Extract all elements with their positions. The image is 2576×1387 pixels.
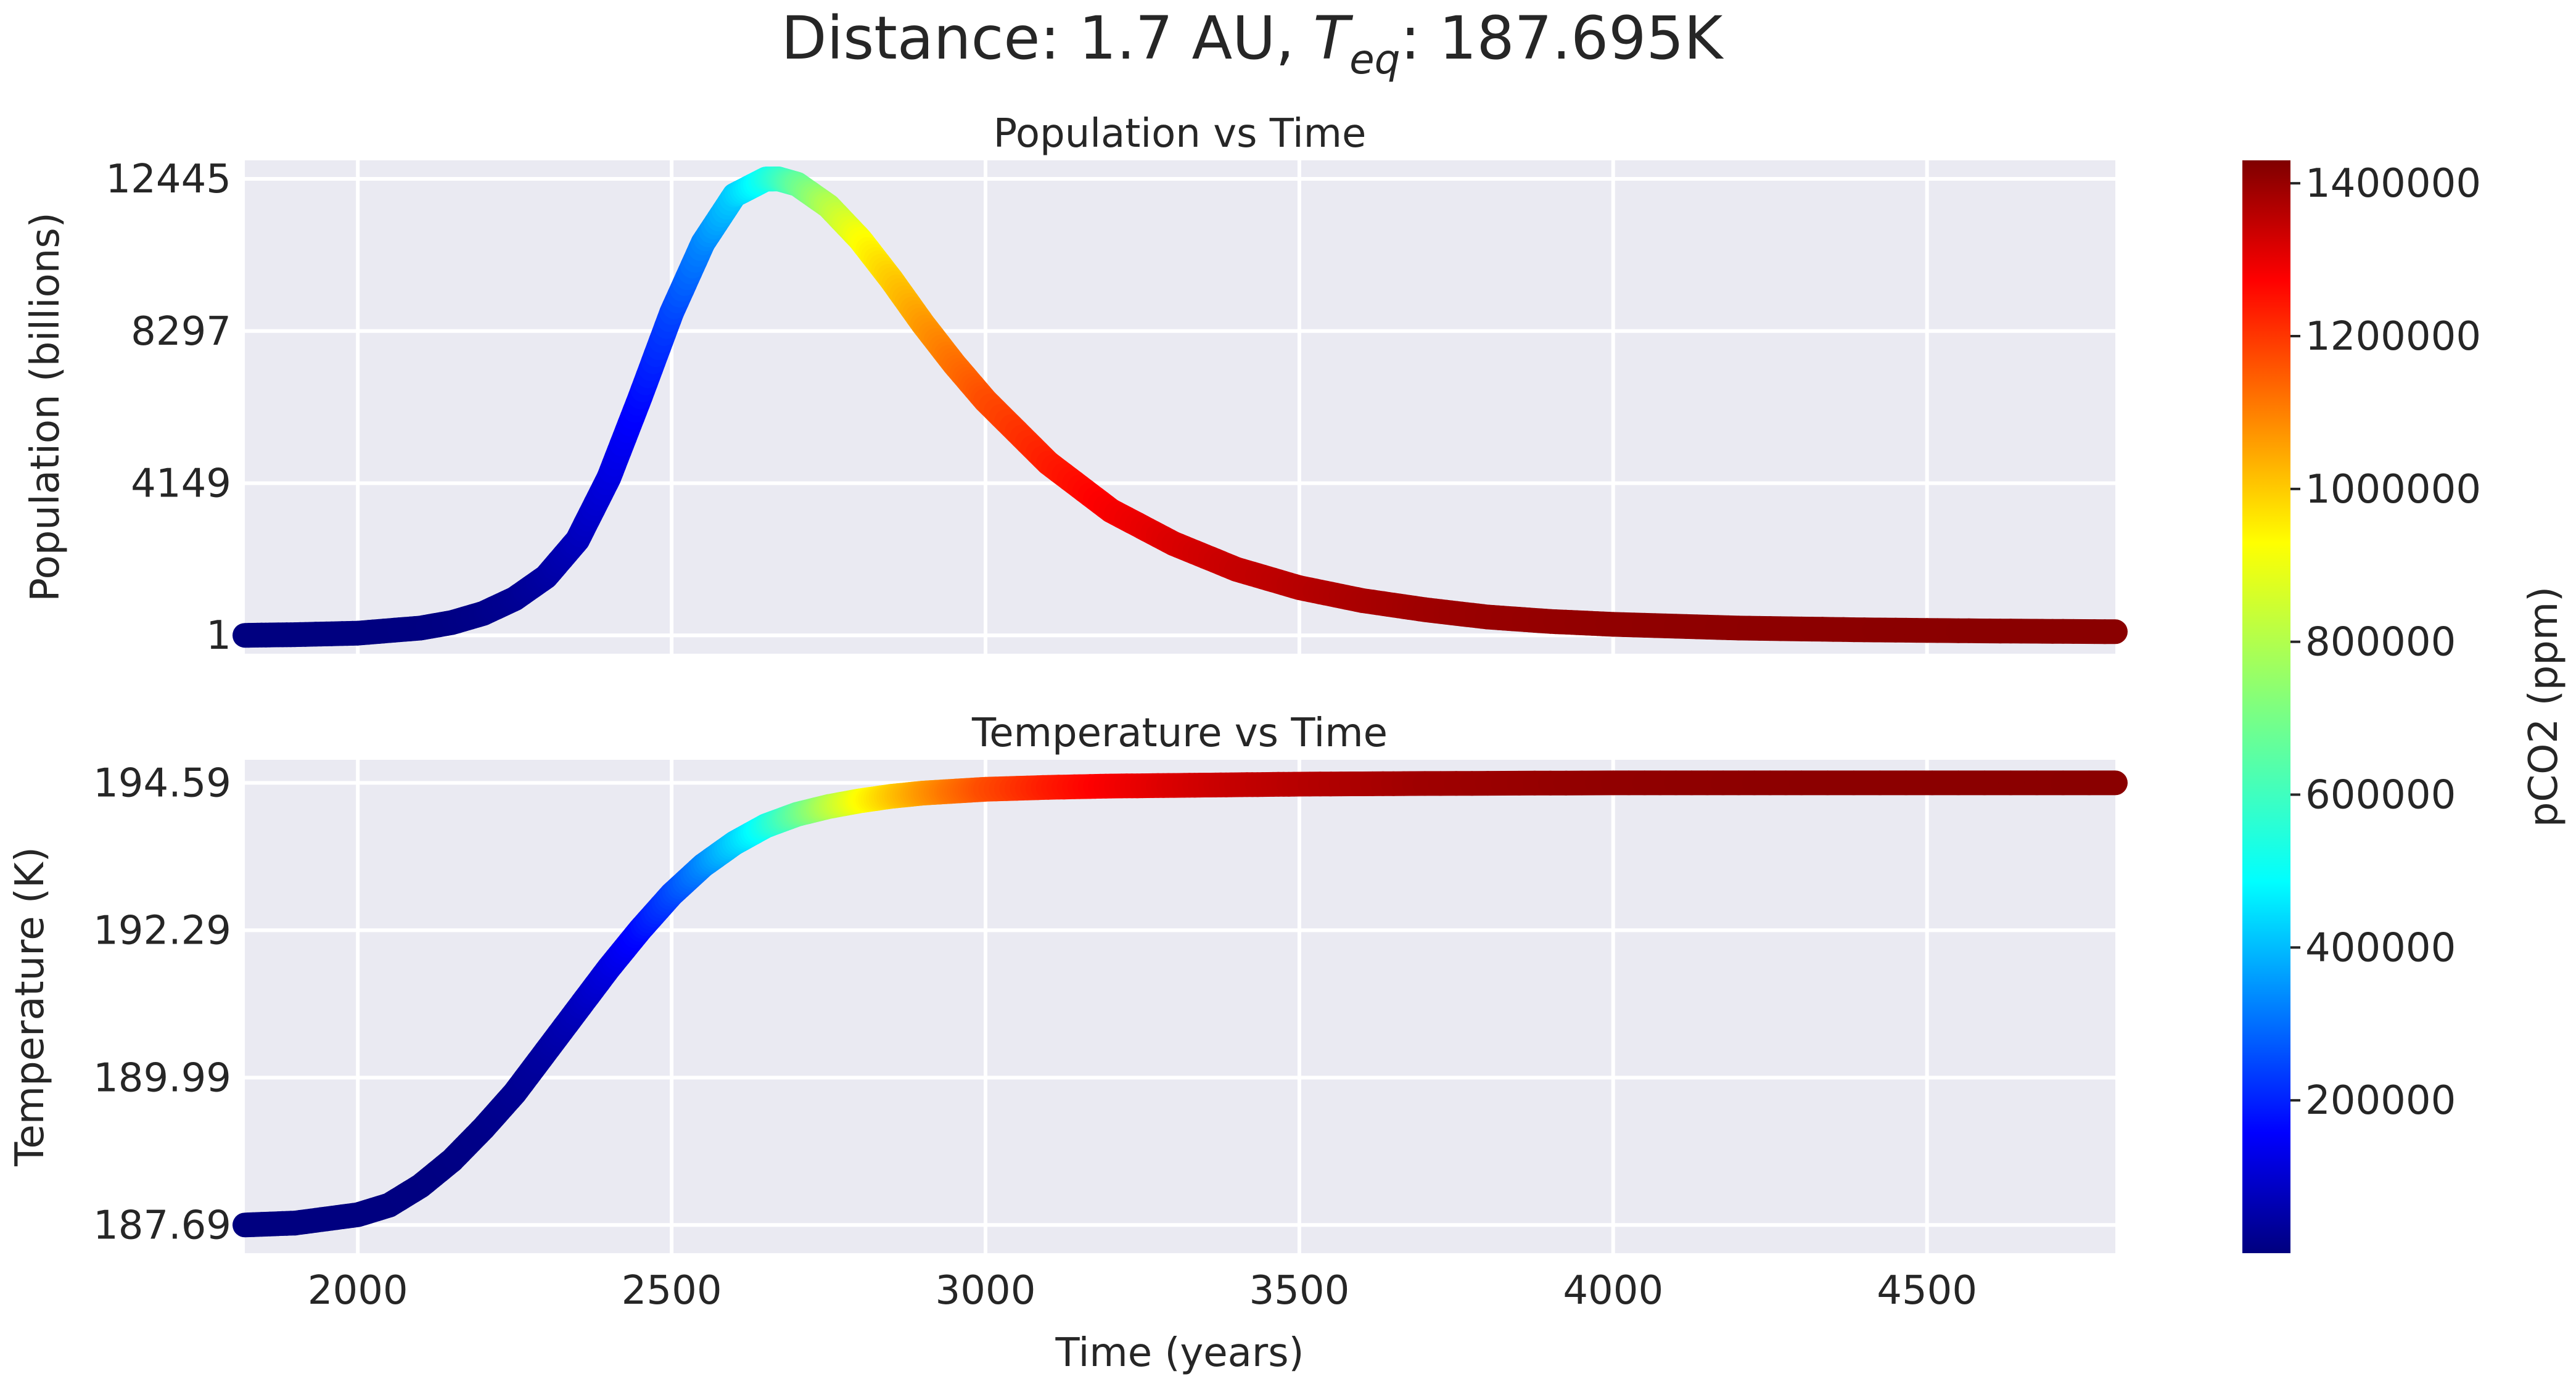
x-tick-label: 4500 bbox=[1877, 1268, 1977, 1314]
y-tick-label: 192.29 bbox=[93, 908, 231, 953]
temperature-y-axis-label: Temperature (K) bbox=[7, 847, 53, 1167]
temperature-series-line bbox=[232, 770, 2128, 1238]
population-y-tick-labels: 1 4149 8297 12445 bbox=[105, 157, 231, 659]
x-axis-label: Time (years) bbox=[1055, 1330, 1304, 1376]
y-tick-label: 189.99 bbox=[93, 1055, 231, 1101]
temperature-y-tick-labels: 187.69 189.99 192.29 194.59 bbox=[93, 760, 231, 1248]
colorbar-tick-label: 1000000 bbox=[2305, 467, 2481, 512]
figure-title: Distance: 1.7 AU, Teq: 187.695K bbox=[781, 4, 1724, 83]
colorbar: 200000 400000 600000 800000 1000000 1200000 14… bbox=[2242, 160, 2567, 1253]
colorbar-tick-label: 200000 bbox=[2305, 1078, 2456, 1124]
y-tick-label: 1 bbox=[206, 613, 231, 659]
colorbar-ticks: 200000 400000 600000 800000 1000000 1200000 14… bbox=[2290, 161, 2481, 1124]
population-chart-title: Population vs Time bbox=[994, 111, 1367, 157]
temperature-chart-title: Temperature vs Time bbox=[971, 710, 1388, 756]
temperature-plot-area bbox=[245, 760, 2115, 1253]
temperature-x-tick-labels: 2000 2500 3000 3500 4000 4500 bbox=[308, 1268, 1977, 1314]
x-tick-label: 4000 bbox=[1563, 1268, 1663, 1314]
colorbar-tick-label: 1400000 bbox=[2305, 161, 2481, 207]
colorbar-tick-label: 1200000 bbox=[2305, 314, 2481, 360]
x-tick-label: 2500 bbox=[622, 1268, 722, 1314]
y-tick-label: 4149 bbox=[131, 461, 231, 506]
population-chart: 1 4149 8297 12445 Population vs Time Popula… bbox=[23, 111, 2128, 659]
y-tick-label: 187.69 bbox=[93, 1203, 231, 1248]
population-series-line bbox=[232, 167, 2128, 648]
temperature-chart: 187.69 189.99 192.29 194.59 2000 2500 3000 350… bbox=[7, 710, 2128, 1376]
x-tick-label: 3500 bbox=[1249, 1268, 1349, 1314]
x-tick-label: 2000 bbox=[308, 1268, 408, 1314]
population-y-axis-label: Population (billions) bbox=[23, 212, 68, 601]
colorbar-label: pCO2 (ppm) bbox=[2521, 586, 2567, 827]
colorbar-tick-label: 800000 bbox=[2305, 620, 2456, 665]
x-tick-label: 3000 bbox=[936, 1268, 1036, 1314]
y-tick-label: 12445 bbox=[105, 157, 231, 202]
y-tick-label: 194.59 bbox=[93, 760, 231, 806]
colorbar-tick-label: 400000 bbox=[2305, 925, 2456, 971]
y-tick-label: 8297 bbox=[131, 309, 231, 355]
colorbar-tick-label: 600000 bbox=[2305, 773, 2456, 818]
colorbar-gradient bbox=[2242, 160, 2290, 1253]
